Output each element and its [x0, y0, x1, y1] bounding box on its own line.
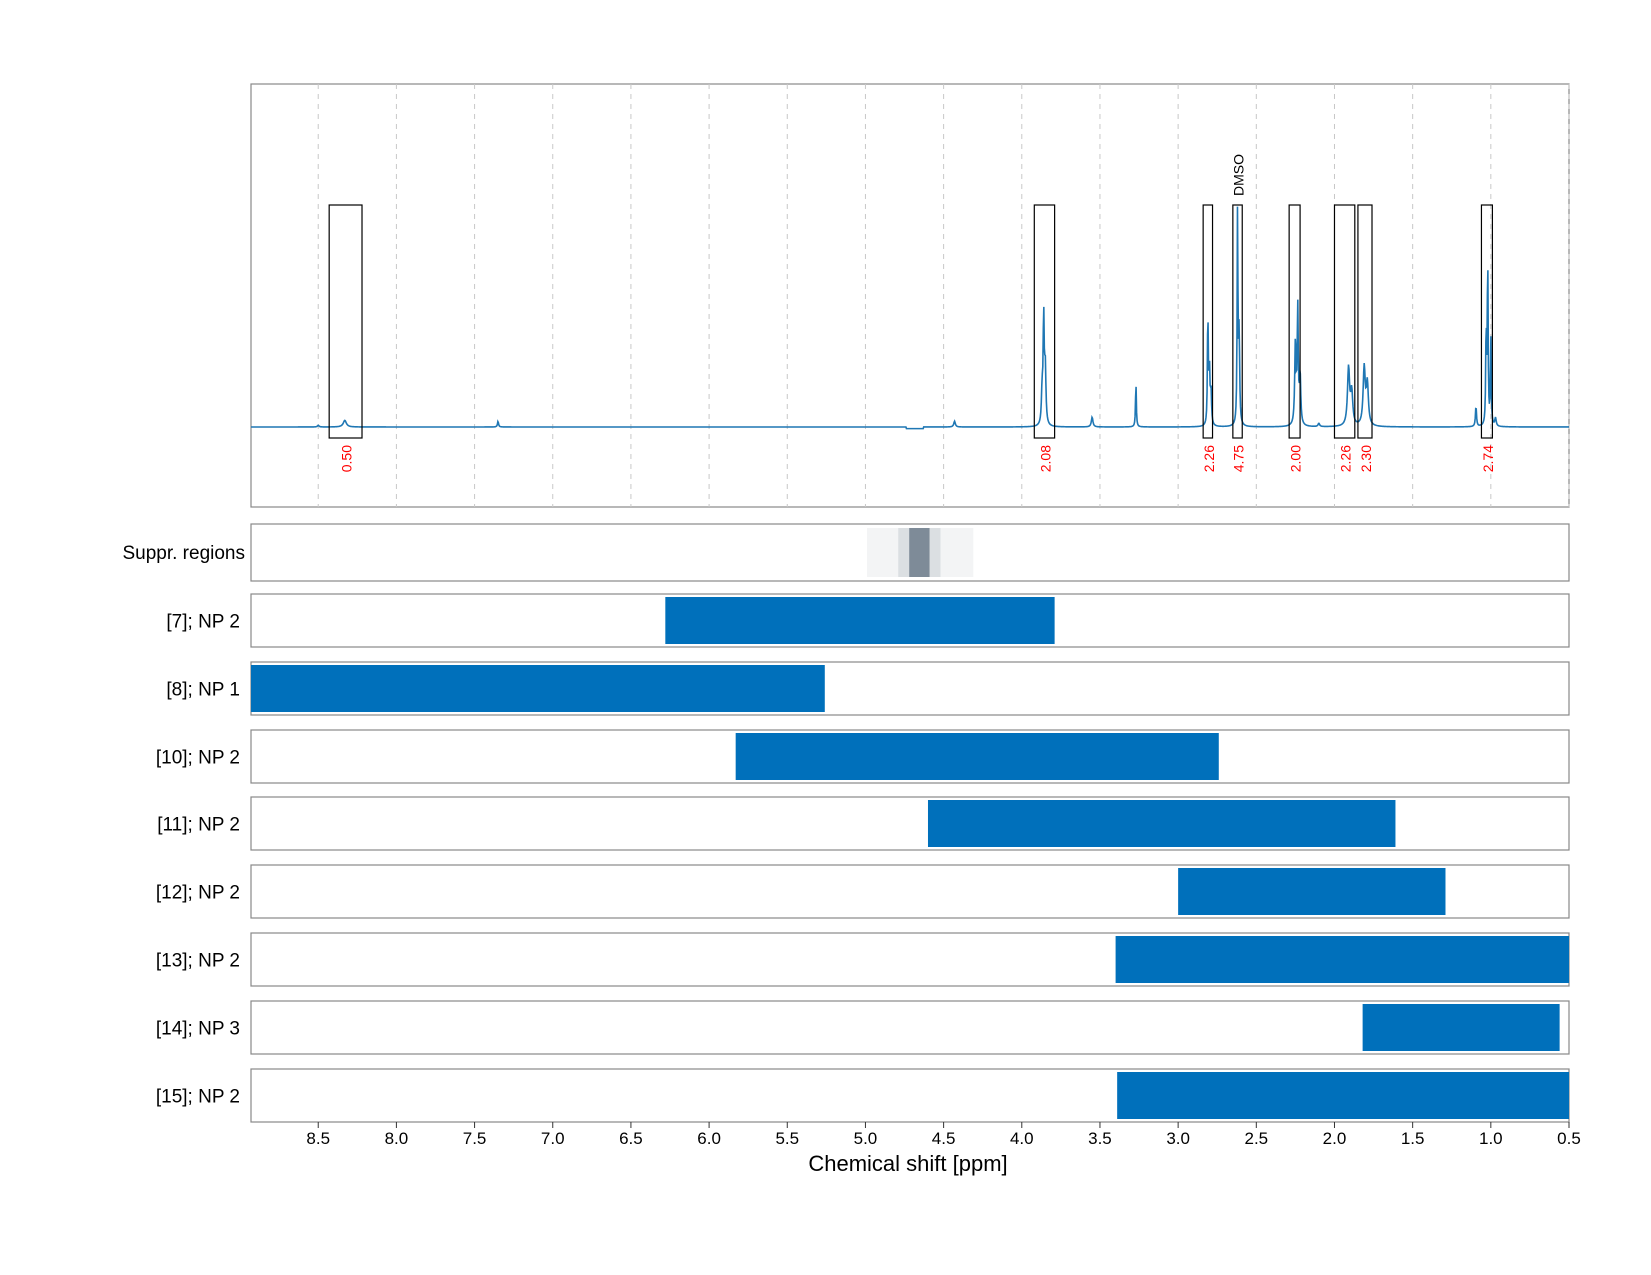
range-row-label: [7]; NP 2: [166, 612, 240, 633]
integral-value: 0.50: [339, 445, 355, 472]
dmso-annotation: DMSO: [1231, 154, 1247, 196]
range-rows: [7]; NP 2 [8]; NP 1 [10]; NP 2 [11]; NP 2 [1…: [156, 593, 1570, 1123]
suppression-label: Suppr. regions: [122, 543, 245, 564]
integral-value: 2.08: [1037, 445, 1053, 472]
x-tick-label: 4.0: [1010, 1129, 1034, 1148]
integral-value: 2.26: [1338, 445, 1354, 472]
x-tick-label: 2.0: [1323, 1129, 1347, 1148]
integral-value: 2.26: [1201, 445, 1217, 472]
range-row-frame: [250, 1000, 1570, 1055]
x-tick-label: 8.5: [306, 1129, 330, 1148]
integration-box: [1333, 204, 1356, 439]
x-tick-label: 7.0: [541, 1129, 565, 1148]
integration-box: [1033, 204, 1056, 439]
x-tick-label: 5.0: [854, 1129, 878, 1148]
range-bar: [735, 733, 1219, 780]
integration-box: [328, 204, 363, 439]
spectrum-line: [251, 206, 1569, 430]
integration-box: [1202, 204, 1214, 439]
x-tick-label: 6.5: [619, 1129, 643, 1148]
x-tick-label: 1.5: [1401, 1129, 1425, 1148]
range-row-label: [12]; NP 2: [156, 883, 240, 904]
integration-box: [1232, 204, 1243, 439]
integral-value: 4.75: [1231, 445, 1247, 472]
x-tick-label: 2.5: [1244, 1129, 1268, 1148]
integral-value: 2.30: [1358, 445, 1374, 472]
range-row-label: [8]; NP 1: [166, 680, 240, 701]
x-tick-label: 3.0: [1166, 1129, 1190, 1148]
x-tick-label: 3.5: [1088, 1129, 1112, 1148]
range-bar: [665, 597, 1055, 644]
integral-value: 2.00: [1288, 445, 1304, 472]
x-tick-label: 7.5: [463, 1129, 487, 1148]
x-axis-label: Chemical shift [ppm]: [808, 1151, 1007, 1176]
integration-box: [1288, 204, 1301, 439]
range-row-label: [11]; NP 2: [157, 815, 240, 836]
range-bar: [1117, 1072, 1569, 1119]
x-tick-label: 1.0: [1479, 1129, 1503, 1148]
suppression-band: [909, 528, 930, 577]
range-row-label: [15]; NP 2: [156, 1087, 240, 1108]
range-bar: [1115, 936, 1569, 983]
x-tick-label: 4.5: [932, 1129, 956, 1148]
range-bar: [251, 665, 825, 712]
x-axis: Chemical shift [ppm] 8.5 8.0 7.5 7.0 6.5 6.0 5…: [251, 1121, 1581, 1176]
range-bar: [1178, 868, 1446, 915]
range-bar: [927, 800, 1396, 847]
range-row-label: [14]; NP 3: [156, 1019, 240, 1040]
suppression-panel: Suppr. regions: [122, 523, 1570, 582]
x-tick-label: 5.5: [775, 1129, 799, 1148]
integral-value: 2.74: [1480, 445, 1496, 472]
x-tick-label: 8.0: [385, 1129, 409, 1148]
x-tick-label: 6.0: [697, 1129, 721, 1148]
range-bar: [1362, 1004, 1560, 1051]
integration-box: [1480, 204, 1493, 439]
range-row-label: [13]; NP 2: [156, 951, 240, 972]
x-tick-label: 0.5: [1557, 1129, 1581, 1148]
range-row-label: [10]; NP 2: [156, 748, 240, 769]
integration-box: [1357, 204, 1373, 439]
spectrum-frame: [250, 83, 1570, 508]
